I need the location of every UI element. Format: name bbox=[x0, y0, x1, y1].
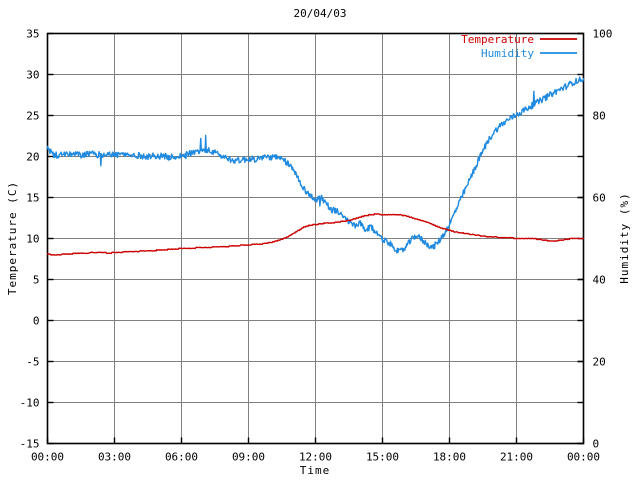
x-tick-label: 03:00 bbox=[98, 451, 131, 464]
grid-lines bbox=[47, 33, 584, 444]
x-tick-label: 21:00 bbox=[500, 451, 533, 464]
y-tick-label: 5 bbox=[33, 274, 40, 287]
x-tick-label: 00:00 bbox=[567, 451, 600, 464]
y-tick-label: 30 bbox=[26, 69, 39, 82]
axis-ticks bbox=[46, 32, 585, 445]
legend-item-humidity[interactable]: Humidity bbox=[481, 47, 534, 60]
x-axis-title: Time bbox=[300, 464, 331, 477]
y-tick-label: -5 bbox=[26, 356, 39, 369]
y-tick-label: 20 bbox=[26, 151, 39, 164]
y2-tick-label: 40 bbox=[593, 274, 606, 287]
y-tick-label: 25 bbox=[26, 110, 39, 123]
y2-axis-title: Humidity (%) bbox=[618, 192, 631, 283]
y2-tick-label: 60 bbox=[593, 192, 606, 205]
x-tick-label: 00:00 bbox=[31, 451, 64, 464]
y-tick-label: 35 bbox=[26, 28, 39, 41]
y2-tick-label: 80 bbox=[593, 110, 606, 123]
data-series-layer bbox=[46, 76, 585, 256]
y-tick-label: 0 bbox=[33, 315, 40, 328]
x-tick-label: 18:00 bbox=[433, 451, 466, 464]
y-tick-label: -15 bbox=[20, 438, 40, 451]
legend-item-temperature[interactable]: Temperature bbox=[461, 33, 534, 46]
x-tick-label: 12:00 bbox=[299, 451, 332, 464]
y-tick-label: 10 bbox=[26, 233, 39, 246]
y-tick-label: -10 bbox=[20, 397, 40, 410]
y-tick-label: 15 bbox=[26, 192, 39, 205]
x-tick-label: 15:00 bbox=[366, 451, 399, 464]
x-axis-tick-labels: 00:00 03:00 06:00 09:00 12:00 15:00 18:00 21:00… bbox=[31, 451, 600, 464]
y-axis-title: Temperature (C) bbox=[6, 181, 19, 295]
x-tick-label: 06:00 bbox=[165, 451, 198, 464]
y2-tick-label: 100 bbox=[593, 28, 613, 41]
chart-title: 20/04/03 bbox=[294, 7, 347, 20]
x-tick-label: 09:00 bbox=[232, 451, 265, 464]
y2-tick-label: 0 bbox=[593, 438, 600, 451]
humidity-line bbox=[46, 76, 585, 254]
y-axis-tick-labels: -15 -10 -5 0 5 10 15 20 25 30 35 bbox=[20, 28, 40, 451]
y2-axis-tick-labels: 0 20 40 60 80 100 bbox=[593, 28, 613, 451]
chart-legend: Temperature Humidity bbox=[461, 33, 577, 60]
temperature-line bbox=[46, 213, 585, 256]
y2-tick-label: 20 bbox=[593, 356, 606, 369]
